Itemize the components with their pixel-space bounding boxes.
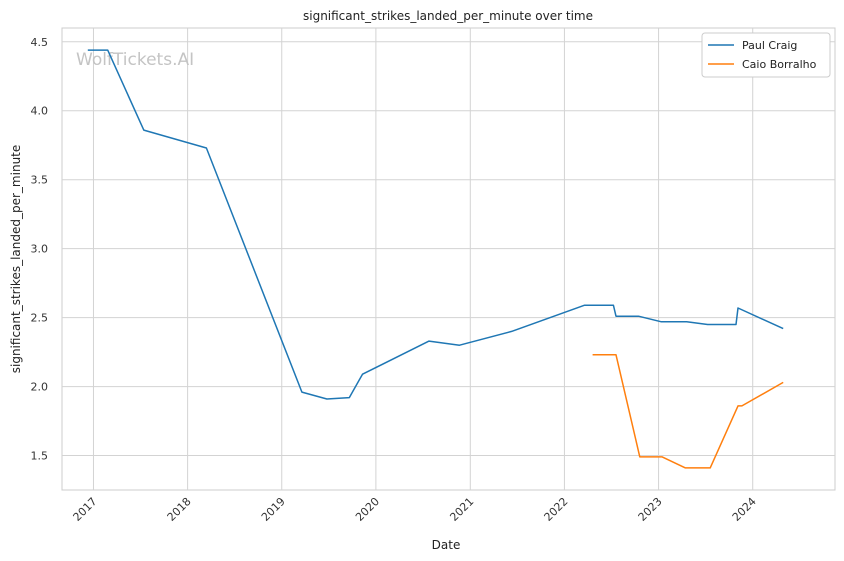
grid-lines: [62, 28, 835, 490]
series-line-caio-borralho: [592, 354, 784, 469]
legend: Paul Craig Caio Borralho: [701, 32, 831, 78]
x-tick-label: 2019: [259, 495, 288, 524]
x-tick-label: 2018: [165, 495, 194, 524]
x-tick-label: 2023: [636, 495, 665, 524]
y-tick-label: 4.5: [31, 36, 49, 49]
x-tick-label: 2021: [447, 495, 476, 524]
y-axis-title: significant_strikes_landed_per_minute: [9, 145, 23, 374]
series-line-paul-craig: [87, 49, 784, 400]
y-tick-label: 2.0: [31, 381, 49, 394]
y-tick-label: 2.5: [31, 312, 49, 325]
x-tick-label: 2022: [542, 495, 571, 524]
series-lines: [87, 49, 784, 469]
plot-area: [61, 27, 836, 491]
legend-label-caio-borralho: Caio Borralho: [742, 58, 817, 71]
y-tick-label: 4.0: [31, 105, 49, 118]
y-tick-label: 3.0: [31, 243, 49, 256]
y-tick-label: 1.5: [31, 450, 49, 463]
x-tick-label: 2017: [71, 495, 100, 524]
x-tick-label: 2024: [730, 495, 759, 524]
chart-title: significant_strikes_landed_per_minute ov…: [303, 9, 593, 23]
watermark: WolfTickets.AI: [76, 50, 194, 70]
x-axis-title: Date: [432, 538, 461, 552]
y-tick-label: 3.5: [31, 174, 49, 187]
y-tick-labels: 1.5 2.0 2.5 3.0 3.5 4.0 4.5: [31, 36, 49, 463]
x-tick-label: 2020: [353, 495, 382, 524]
x-tick-labels: 2017 2018 2019 2020 2021 2022 2023 2024: [71, 495, 759, 524]
legend-label-paul-craig: Paul Craig: [742, 39, 797, 52]
legend-box: [701, 32, 831, 78]
